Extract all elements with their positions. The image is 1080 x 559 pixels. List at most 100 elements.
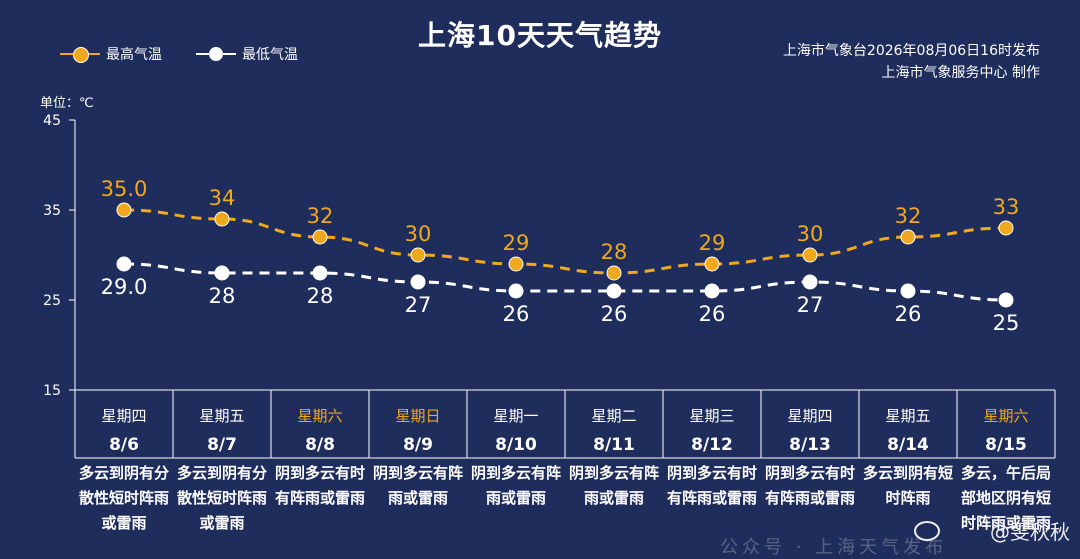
weekday-label: 星期五 (199, 407, 244, 425)
unit-label: 单位：℃ (40, 96, 94, 111)
weather-text: 阴到多云有时 (667, 464, 757, 482)
date-label: 8/11 (593, 435, 635, 455)
date-label: 8/7 (207, 435, 237, 455)
weekday-label: 星期日 (395, 407, 440, 425)
weather-text: 多云到阴有分 (79, 464, 169, 482)
low-series-point (900, 283, 916, 299)
date-label: 8/8 (305, 435, 335, 455)
low-series-point (214, 265, 230, 281)
low-series-point (802, 274, 818, 290)
chart-title: 上海10天天气趋势 (418, 19, 662, 52)
legend: 最高气温 最低气温 (60, 44, 326, 64)
weekday-label: 星期四 (101, 407, 146, 425)
weather-text: 有阵雨或雷雨 (275, 489, 365, 507)
weather-text: 散性短时阵雨 (177, 489, 267, 507)
legend-high-marker (60, 46, 100, 63)
high-series-value-label: 32 (307, 204, 334, 228)
weather-text: 阴到多云有阵 (471, 464, 561, 482)
low-series-point (998, 292, 1014, 308)
high-series-value-label: 32 (895, 204, 922, 228)
weather-text: 时阵雨或雷雨 (961, 514, 1051, 532)
weather-text: 有阵雨或雷雨 (667, 489, 757, 507)
weather-text: 雨或雷雨 (584, 489, 644, 507)
high-series-point (900, 229, 916, 245)
weather-text: 雨或雷雨 (486, 489, 546, 507)
high-series-point (606, 265, 622, 281)
date-label: 8/14 (887, 435, 929, 455)
high-series-value-label: 34 (209, 186, 236, 210)
y-tick-label-45: 45 (43, 113, 61, 129)
date-label: 8/6 (109, 435, 139, 455)
high-series-line (123, 208, 1007, 275)
weekday-label: 星期六 (983, 407, 1028, 425)
low-series-value-label: 25 (993, 311, 1020, 335)
high-series-value-label: 29 (503, 231, 530, 255)
high-series-point (704, 256, 720, 272)
y-tick-label-25: 25 (43, 293, 61, 309)
high-series-point (802, 247, 818, 263)
low-series-value-label: 27 (405, 293, 432, 317)
weekday-label: 星期一 (493, 407, 538, 425)
weather-text: 部地区阴有短 (961, 489, 1051, 507)
high-series-point (410, 247, 426, 263)
high-series-value-label: 35.0 (101, 177, 148, 201)
high-series-point (312, 229, 328, 245)
date-label: 8/15 (985, 435, 1027, 455)
high-series-value-label: 28 (601, 240, 628, 264)
low-series-point (606, 283, 622, 299)
low-series-value-label: 29.0 (101, 275, 148, 299)
high-series-value-label: 33 (993, 195, 1020, 219)
weekday-label: 星期六 (297, 407, 342, 425)
date-label: 8/12 (691, 435, 733, 455)
high-series-point (214, 211, 230, 227)
low-series-value-label: 26 (503, 302, 530, 326)
weekday-label: 星期二 (591, 407, 636, 425)
low-series-value-label: 27 (797, 293, 824, 317)
watermark: @雯秋秋 (990, 520, 1070, 544)
weather-text: 时阵雨 (885, 489, 930, 507)
weather-text: 阴到多云有时 (765, 464, 855, 482)
low-series-line (123, 262, 1007, 302)
date-label: 8/10 (495, 435, 537, 455)
low-series-value-label: 26 (699, 302, 726, 326)
low-series-point (410, 274, 426, 290)
weather-text: 散性短时阵雨 (79, 489, 169, 507)
weekday-label: 星期三 (689, 407, 734, 425)
legend-low: 最低气温 (196, 44, 298, 64)
high-series-value-label: 30 (405, 222, 432, 246)
high-series-value-label: 29 (699, 231, 726, 255)
weibo-icon (914, 521, 940, 541)
weather-text: 阴到多云有阵 (569, 464, 659, 482)
weather-text: 有阵雨或雷雨 (765, 489, 855, 507)
weather-text: 多云到阴有分 (177, 464, 267, 482)
y-tick-label-35: 35 (43, 203, 61, 219)
weather-text: 或雷雨 (199, 514, 244, 532)
legend-low-label: 最低气温 (242, 47, 298, 63)
low-series-point (704, 283, 720, 299)
legend-high: 最高气温 (60, 44, 162, 64)
faded-footer: 公众号 · 上海天气发布 (720, 537, 948, 558)
weekday-label: 星期四 (787, 407, 832, 425)
low-series-point (508, 283, 524, 299)
date-label: 8/9 (403, 435, 433, 455)
low-series-point (116, 256, 132, 272)
legend-low-marker (196, 46, 236, 62)
y-tick-label-15: 15 (43, 383, 61, 399)
high-series-point (508, 256, 524, 272)
source-info: 上海市气象台2026年08月06日16时发布 上海市气象服务中心 制作 (783, 40, 1040, 84)
high-series-value-label: 30 (797, 222, 824, 246)
weather-text: 雨或雷雨 (388, 489, 448, 507)
weather-text: 多云到阴有短 (863, 464, 953, 482)
weather-text: 阴到多云有时 (275, 464, 365, 482)
weekday-label: 星期五 (885, 407, 930, 425)
low-series-value-label: 26 (895, 302, 922, 326)
weather-text: 阴到多云有阵 (373, 464, 463, 482)
date-label: 8/13 (789, 435, 831, 455)
high-series-point (998, 220, 1014, 236)
high-series-point (116, 202, 132, 218)
low-series-value-label: 28 (307, 284, 334, 308)
low-series-value-label: 28 (209, 284, 236, 308)
low-series-value-label: 26 (601, 302, 628, 326)
low-series-point (312, 265, 328, 281)
